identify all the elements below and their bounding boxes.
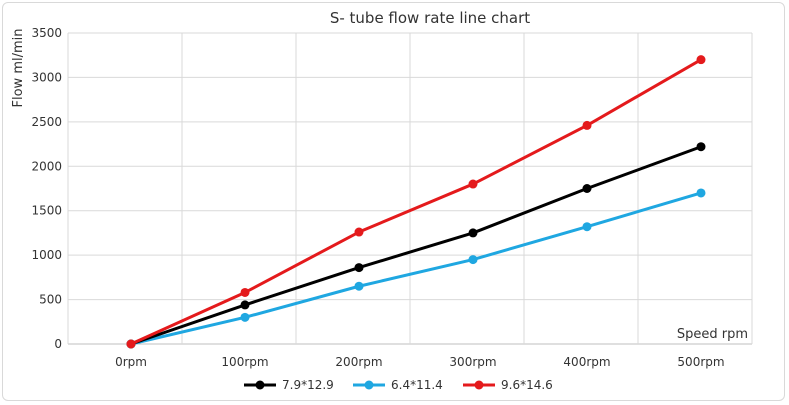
series-lines (126, 55, 706, 349)
x-tick-label: 0rpm (115, 355, 147, 369)
legend-item-3: 9.6*14.6 (463, 378, 553, 392)
data-point (240, 287, 250, 297)
x-tick-label: 400rpm (563, 355, 610, 369)
data-point (354, 263, 364, 273)
y-tick-label: 3000 (31, 70, 62, 84)
x-tick-label: 300rpm (449, 355, 496, 369)
legend-marker (255, 380, 265, 390)
x-axis-label: Speed rpm (677, 327, 748, 342)
legend-item-2: 6.4*11.4 (353, 378, 443, 392)
x-tick-label: 200rpm (335, 355, 382, 369)
legend-item-1: 7.9*12.9 (244, 378, 334, 392)
y-tick-label: 500 (39, 293, 62, 307)
y-tick-label: 2500 (31, 115, 62, 129)
data-point (468, 179, 478, 189)
data-point (354, 227, 364, 237)
data-point (582, 222, 592, 232)
series-line (130, 191, 702, 346)
y-tick-label: 2000 (31, 159, 62, 173)
series-line (130, 58, 702, 346)
x-ticks: 0rpm 100rpm 200rpm 300rpm 400rpm 500rpm (115, 355, 725, 369)
data-point (582, 184, 592, 193)
data-point (240, 312, 250, 322)
y-tick-label: 0 (54, 337, 62, 351)
y-ticks: 0 500 1000 1500 2000 2500 3000 3500 (31, 26, 62, 351)
legend-marker (364, 380, 374, 390)
legend: 7.9*12.9 6.4*11.4 9.6*14.6 (244, 378, 553, 392)
data-point (468, 255, 478, 265)
data-point (240, 300, 250, 310)
x-tick-label: 100rpm (221, 355, 268, 369)
legend-label: 6.4*11.4 (391, 378, 443, 392)
data-point (696, 188, 706, 198)
grid (67, 32, 753, 345)
series-1 (126, 142, 706, 349)
legend-marker (474, 380, 484, 390)
y-tick-label: 1500 (31, 204, 62, 218)
data-point (126, 339, 136, 349)
chart-frame (2, 2, 785, 401)
data-point (354, 281, 364, 291)
x-tick-label: 500rpm (677, 355, 724, 369)
y-axis-label: Flow ml/min (11, 29, 26, 108)
series-3 (126, 55, 706, 349)
legend-label: 9.6*14.6 (501, 378, 553, 392)
series-line (130, 145, 702, 346)
y-tick-label: 3500 (31, 26, 62, 40)
chart-title: S- tube flow rate line chart (330, 9, 530, 27)
data-point (696, 55, 706, 65)
legend-label: 7.9*12.9 (282, 378, 334, 392)
series-2 (126, 188, 706, 349)
data-point (696, 142, 706, 152)
data-point (468, 228, 478, 238)
y-tick-label: 1000 (31, 248, 62, 262)
data-point (582, 120, 592, 130)
